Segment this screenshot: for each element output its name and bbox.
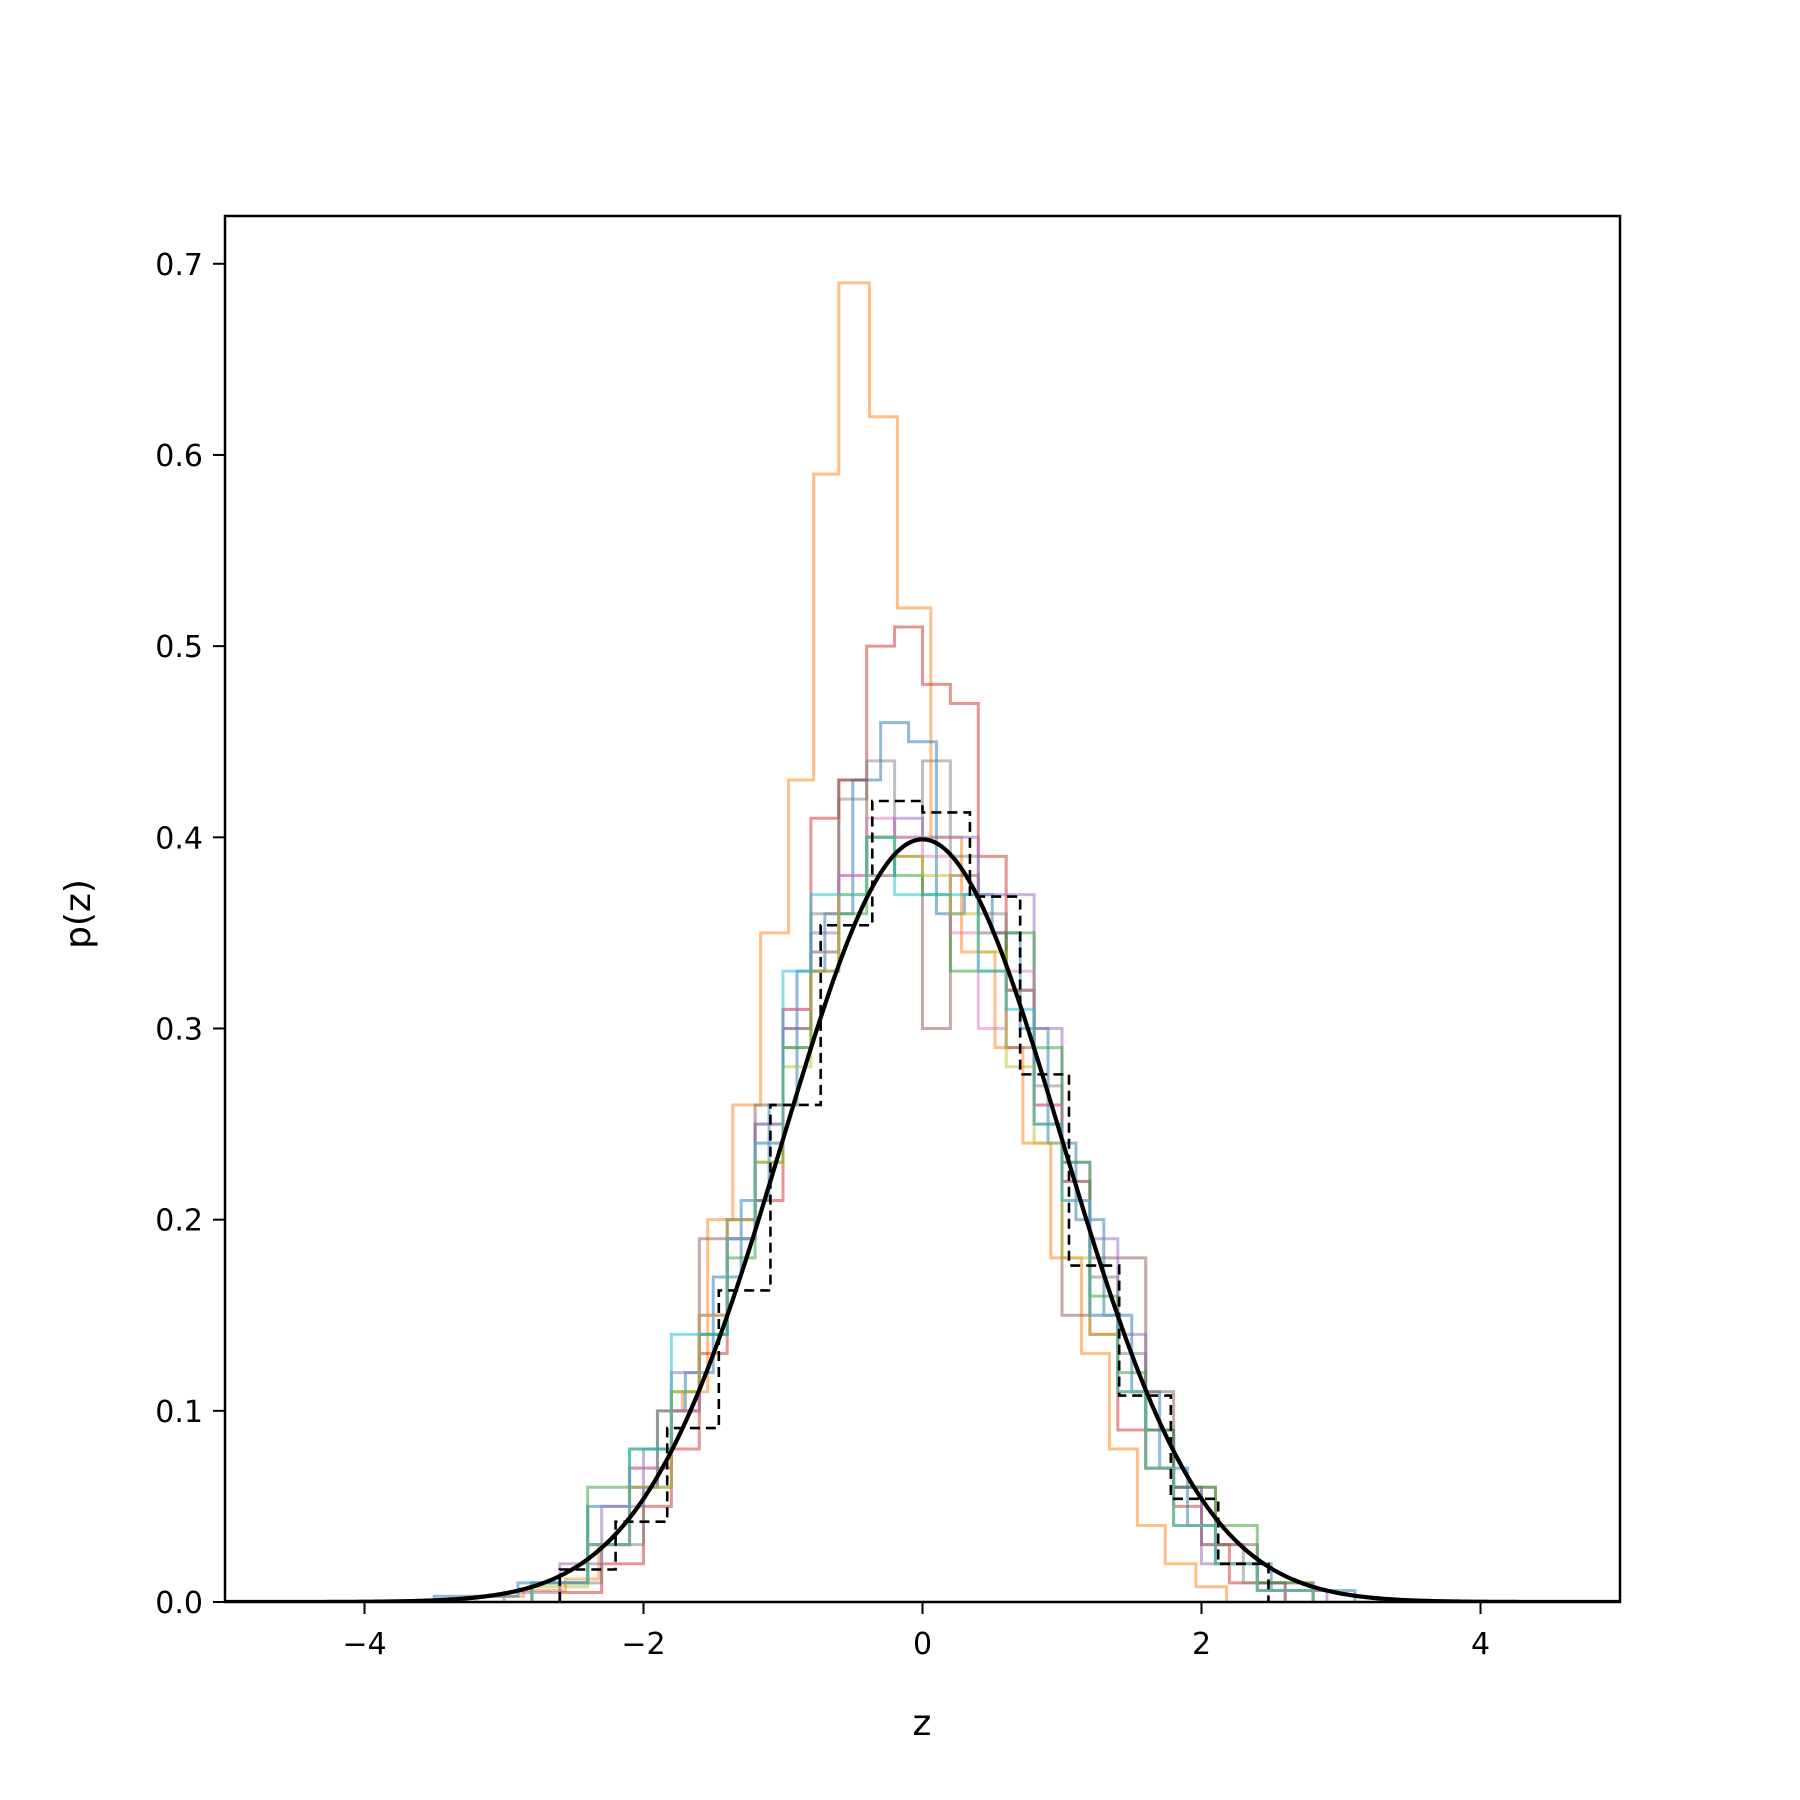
x-axis-label: z [913, 1703, 932, 1744]
y-tick-label: 0.5 [155, 630, 203, 665]
x-tick-label: 4 [1471, 1627, 1490, 1662]
y-tick-label: 0.7 [155, 248, 203, 283]
x-axis: −4 −2 0 2 4 [342, 1602, 1490, 1662]
y-tick-label: 0.4 [155, 821, 203, 856]
y-tick-label: 0.6 [155, 439, 203, 474]
histogram-series-3 [432, 721, 1357, 1602]
y-tick-label: 0.3 [155, 1012, 203, 1047]
dashed-histogram [558, 799, 1270, 1602]
x-tick-label: −2 [621, 1627, 665, 1662]
plot-area [225, 281, 1620, 1602]
histogram-series-10 [530, 835, 1315, 1602]
y-axis-label: p(z) [58, 879, 99, 949]
y-tick-label: 0.1 [155, 1395, 203, 1430]
normal-pdf-curve [225, 837, 1620, 1602]
y-axis: 0.0 0.1 0.2 0.3 0.4 0.5 0.6 0.7 [155, 248, 225, 1621]
y-tick-label: 0.0 [155, 1586, 203, 1621]
x-tick-label: 2 [1192, 1627, 1211, 1662]
y-tick-label: 0.2 [155, 1204, 203, 1239]
x-tick-label: 0 [913, 1627, 932, 1662]
x-tick-label: −4 [342, 1627, 386, 1662]
